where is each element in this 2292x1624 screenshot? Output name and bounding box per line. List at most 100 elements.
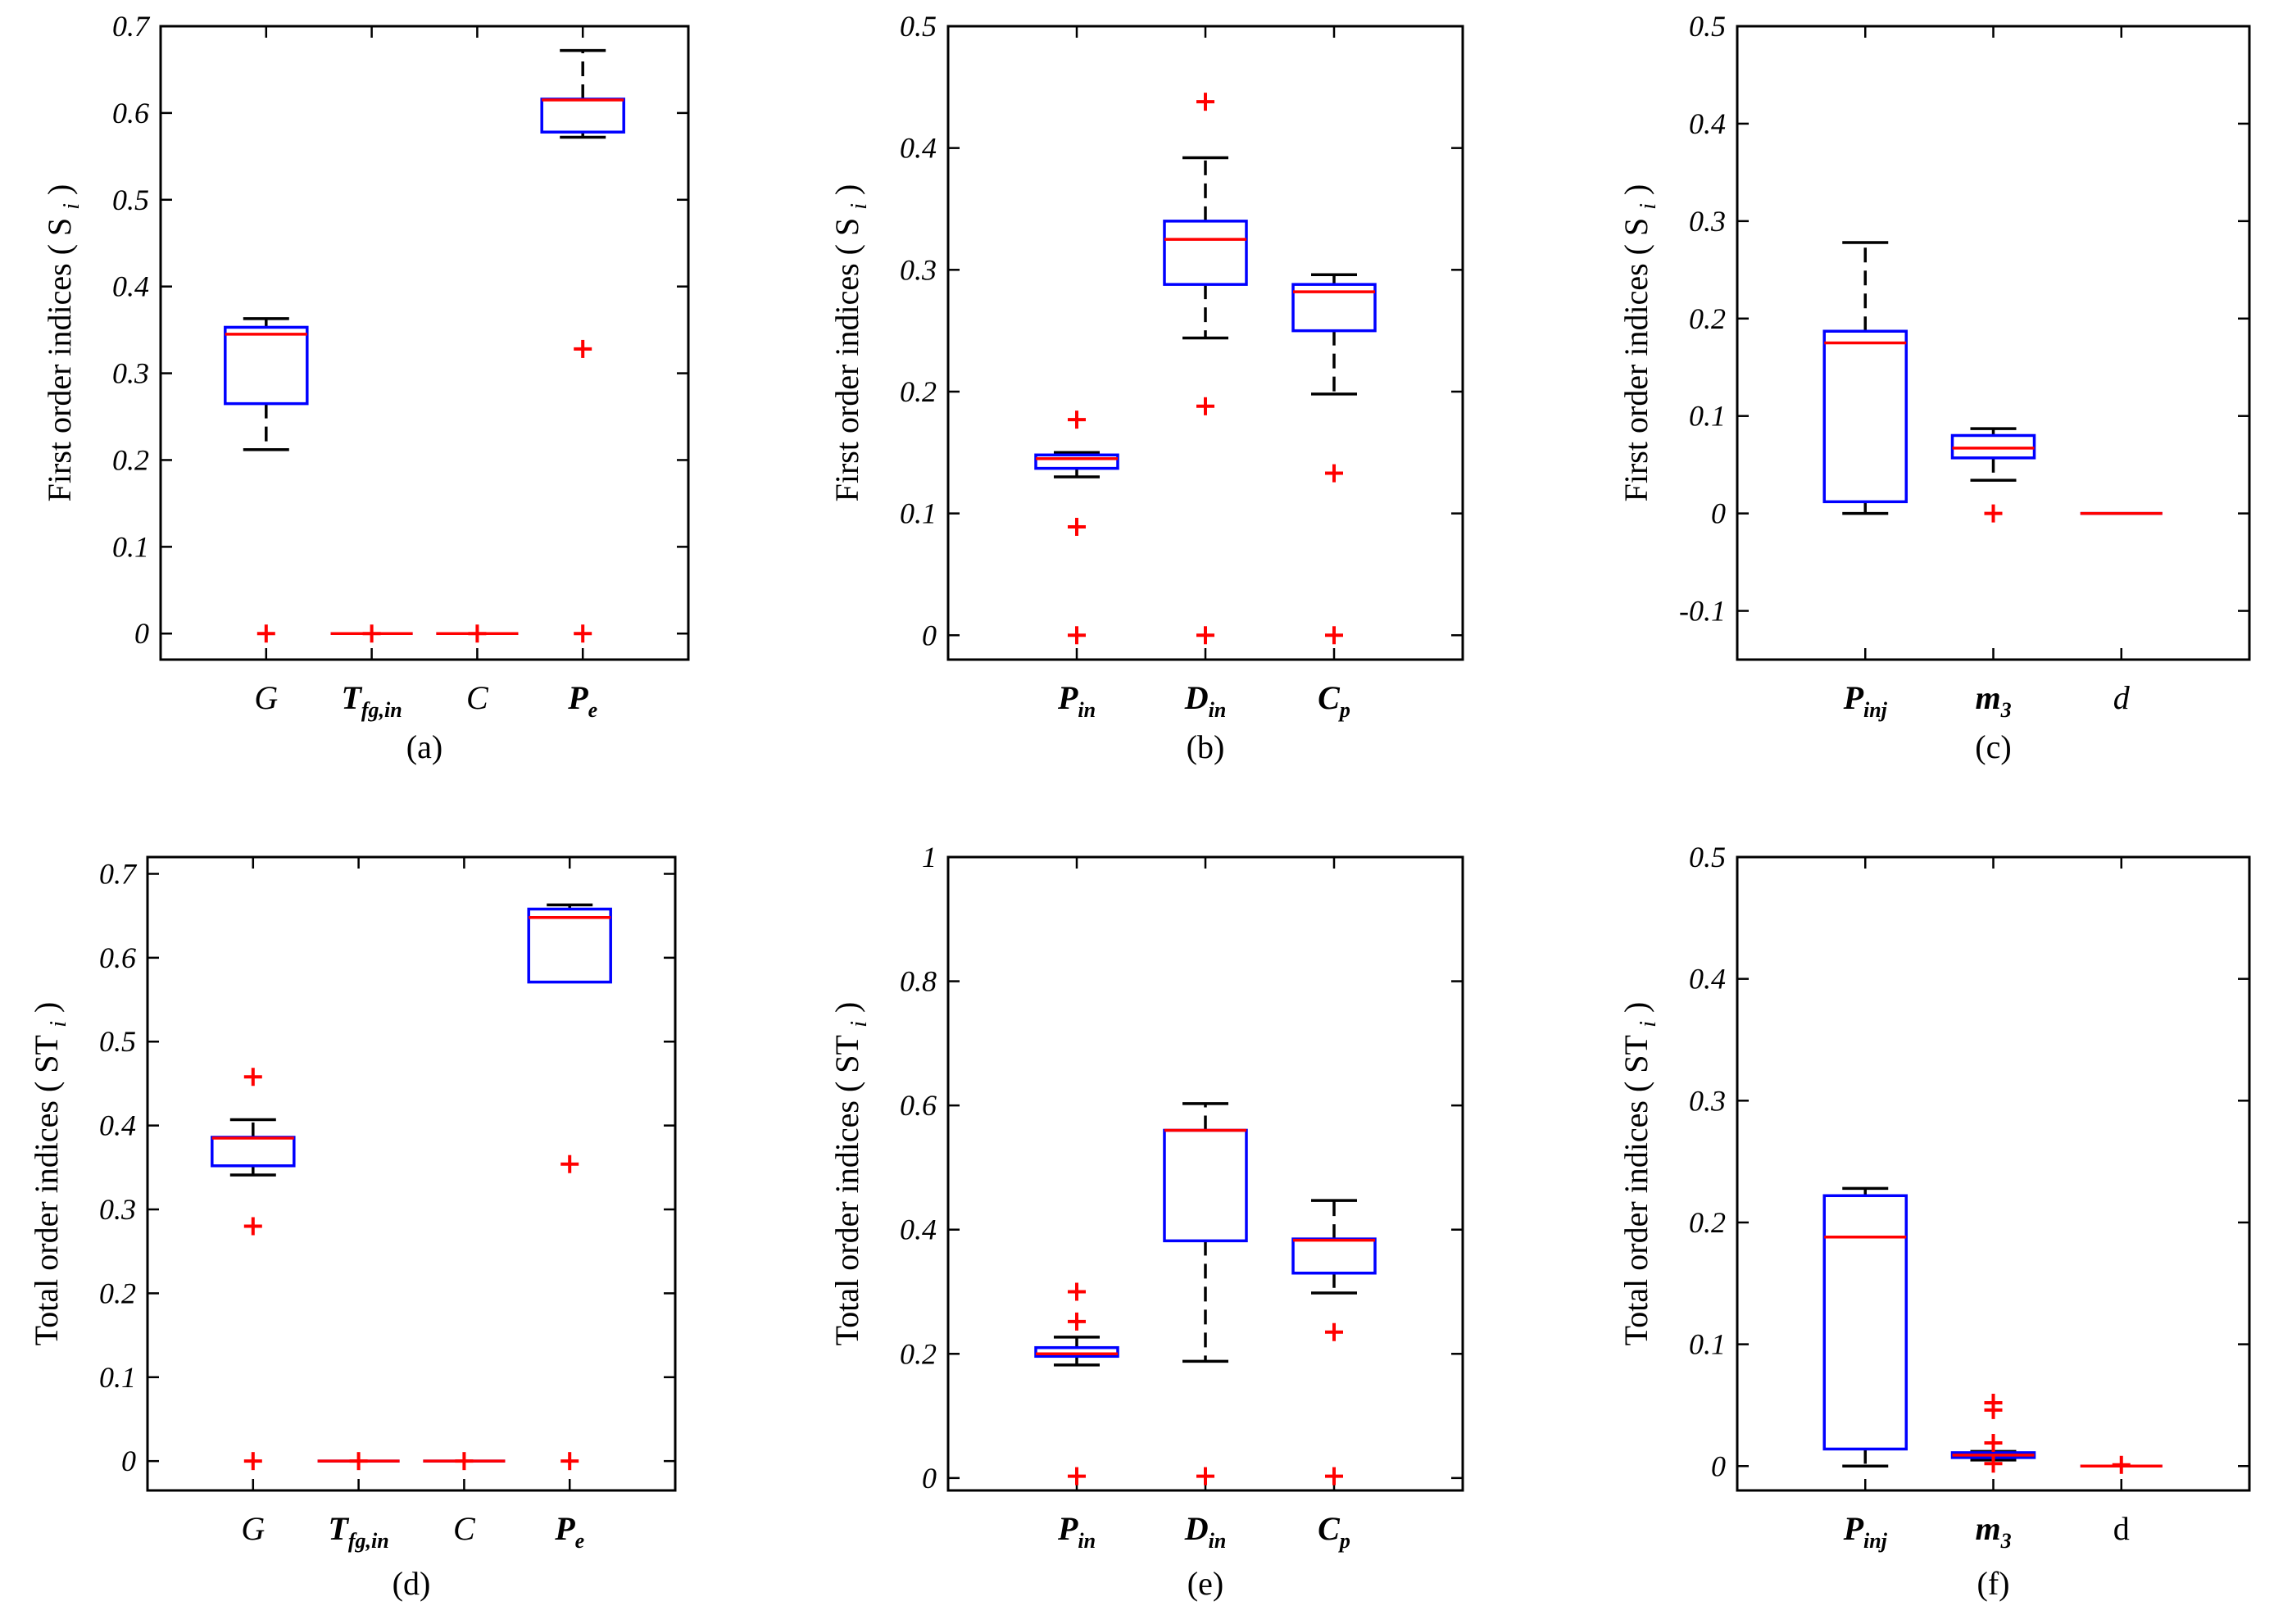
outlier-point [2112,1455,2131,1474]
box-body [1034,453,1119,470]
y-tick-label: 0 [1711,497,1726,530]
outlier-point [468,624,487,643]
y-tick-label: 0.5 [99,1025,136,1058]
box-1 [1034,411,1119,645]
x-category-label: Din [1184,1510,1227,1553]
box-4 [527,903,612,1471]
outlier-point [561,1452,579,1471]
box-1 [1034,1282,1119,1486]
outlier-point [1325,1467,1343,1486]
chart-panel-6: 0 0.1 0.2 0.3 0.4 0.5 Total order indices ( ST… [1618,841,2251,1602]
y-tick-label: 0.4 [1689,107,1726,140]
plot-frame [159,25,690,661]
box-1 [1822,241,1908,515]
x-category-label: C [466,679,489,716]
outlier-point [574,339,592,358]
plot-frame [1736,25,2251,661]
y-tick-label: 0.8 [900,965,937,998]
x-category-label: m3 [1975,1510,2011,1553]
box-3 [1291,1199,1377,1486]
outlier-point [1068,517,1086,536]
y-tick-label: 0.3 [99,1193,136,1226]
x-category-label: Pe [554,1510,584,1553]
x-category-label: G [254,679,278,716]
y-tick-label: 0.4 [900,1213,937,1246]
y-tick-label: 0 [121,1445,136,1477]
box-body [1950,433,2036,460]
box-body [540,98,625,134]
y-tick-label: 0.4 [99,1109,136,1142]
y-tick-label: 0.2 [900,375,937,408]
chart-panel-3: -0.1 0 0.1 0.2 0.3 0.4 0.5 First order indices … [1618,10,2251,765]
box-4 [540,48,625,643]
y-tick-label: 0.4 [1689,963,1726,996]
y-tick-label: 0.3 [1689,205,1726,238]
y-tick-label: 0.1 [900,497,937,530]
box-body [1163,1128,1248,1243]
y-axis-label: Total order indices ( ST i ) [1618,1002,1661,1346]
chart-panel-1: 0 0.1 0.2 0.3 0.4 0.5 0.6 0.7 First order indice… [41,10,690,765]
x-category-label: Pinj [1843,679,1888,722]
outlier-point [1068,411,1086,429]
outlier-point [1068,1282,1086,1301]
outlier-point [349,1452,368,1471]
box-2 [1163,1102,1248,1486]
box-2 [330,624,413,643]
y-tick-label: 0.5 [1689,10,1726,43]
y-tick-label: 0.4 [900,132,937,165]
x-category-label: Pin [1057,1510,1096,1553]
x-category-label: Din [1184,679,1227,722]
box-3 [2080,1455,2163,1474]
x-category-label: Pinj [1843,1510,1888,1553]
outlier-point [1068,1467,1086,1486]
outlier-point [1325,1322,1343,1341]
y-tick-label: 0.1 [112,530,149,563]
y-axis-label: First order indices ( S i ) [1618,184,1661,502]
outlier-point [1325,626,1343,645]
outlier-point [1984,1454,2003,1473]
x-category-label: Cp [1318,679,1350,722]
box-body [1291,1237,1377,1275]
y-tick-label: 0.7 [99,857,138,890]
y-tick-label: 0.2 [1689,1206,1726,1239]
x-category-label: C [453,1510,476,1547]
box-body [1034,1345,1119,1359]
y-tick-label: 0.2 [112,443,149,476]
y-tick-label: 0.3 [1689,1084,1726,1117]
outlier-point [455,1452,474,1471]
y-tick-label: 1 [922,841,937,873]
panel-caption: (d) [393,1565,431,1602]
box-1 [224,317,309,643]
y-axis-label: First order indices ( S i ) [41,184,84,502]
panel-caption: (c) [1975,728,2011,765]
outlier-point [362,624,381,643]
box-2 [1950,427,2036,523]
outlier-point [243,1452,262,1471]
y-tick-label: 0.2 [900,1337,937,1370]
y-tick-label: 0.4 [112,270,149,303]
y-tick-label: 0.7 [112,10,151,43]
box-2 [317,1452,400,1471]
outlier-point [1068,1312,1086,1331]
y-tick-label: 0.2 [1689,302,1726,335]
y-axis-label: Total order indices ( ST i ) [28,1002,71,1346]
panel-caption: (f) [1977,1565,2010,1602]
y-tick-label: 0.5 [112,184,149,216]
x-category-label: d [2113,1510,2130,1547]
y-tick-label: 0 [1711,1449,1726,1482]
outlier-point [1984,1400,2003,1419]
box-2 [1950,1393,2036,1473]
x-category-label: d [2113,679,2131,716]
box-3 [1291,273,1377,645]
x-category-label: Cp [1318,1510,1350,1553]
y-tick-label: 0.5 [1689,841,1726,873]
outlier-point [1068,626,1086,645]
y-tick-label: -0.1 [1679,595,1726,628]
outlier-point [1196,626,1214,645]
y-tick-label: 0.3 [112,357,149,390]
chart-panel-4: 0 0.1 0.2 0.3 0.4 0.5 0.6 0.7 Total order indice… [28,855,677,1602]
y-tick-label: 0 [922,619,937,651]
plot-frame [946,25,1464,661]
outlier-point [1984,504,2003,523]
